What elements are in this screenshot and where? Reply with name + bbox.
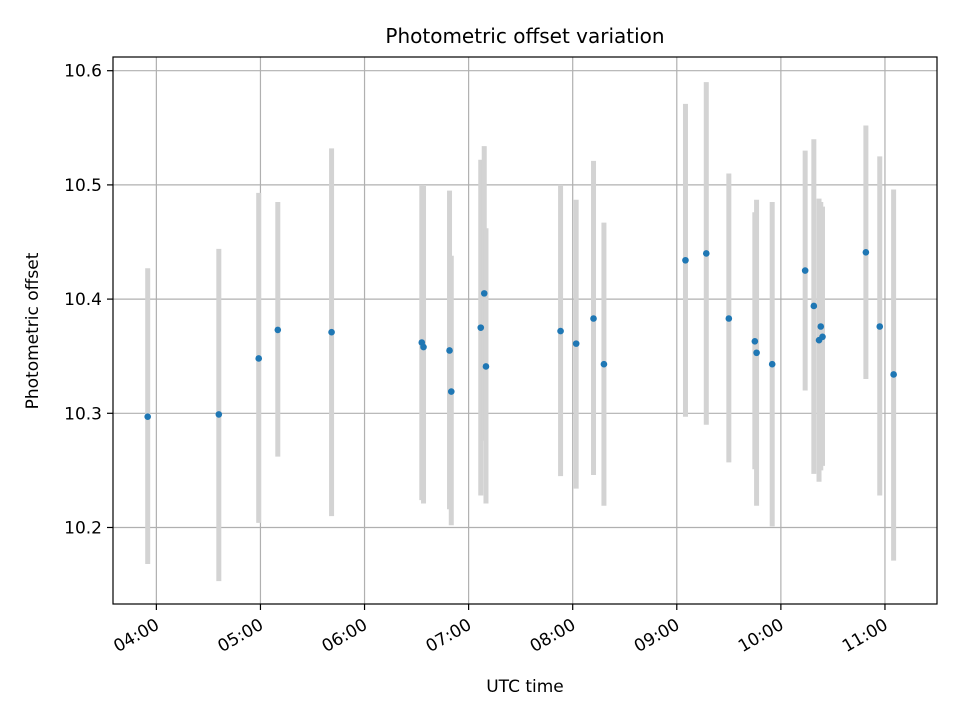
- y-tick-label: 10.6: [64, 62, 102, 82]
- data-point: [557, 327, 564, 335]
- data-point: [725, 315, 733, 322]
- data-point: [420, 343, 427, 351]
- data-point: [890, 371, 897, 378]
- data-point: [215, 411, 223, 418]
- y-tick-label: 10.4: [64, 290, 102, 310]
- data-point: [682, 256, 689, 264]
- data-point: [876, 323, 884, 330]
- data-point: [753, 349, 760, 357]
- data-point: [817, 323, 825, 330]
- y-axis-title: Photometric offset: [23, 252, 43, 409]
- data-point: [768, 360, 776, 368]
- data-points: [144, 248, 897, 421]
- data-point: [702, 250, 710, 257]
- y-axis: 10.2 10.3 10.4 10.5 10.6: [64, 62, 113, 538]
- data-point: [477, 324, 485, 331]
- data-point: [482, 363, 490, 370]
- data-point: [328, 328, 335, 336]
- data-point: [810, 302, 818, 310]
- data-point: [274, 326, 282, 334]
- data-point: [751, 338, 759, 345]
- data-point: [447, 388, 455, 395]
- data-point: [255, 355, 263, 362]
- data-point: [480, 290, 488, 297]
- data-point: [590, 315, 597, 322]
- x-axis-title: UTC time: [486, 677, 564, 697]
- plot-area-frame: [112, 56, 938, 605]
- y-tick-label: 10.3: [64, 404, 102, 424]
- data-point: [572, 340, 580, 347]
- y-tick-label: 10.5: [64, 176, 102, 196]
- data-point: [801, 267, 809, 274]
- chart-title: Photometric offset variation: [385, 24, 664, 48]
- data-point: [144, 413, 151, 421]
- data-point: [862, 248, 870, 256]
- data-point: [446, 347, 453, 354]
- data-point: [600, 360, 608, 368]
- data-point: [819, 333, 826, 341]
- y-tick-label: 10.2: [64, 518, 102, 538]
